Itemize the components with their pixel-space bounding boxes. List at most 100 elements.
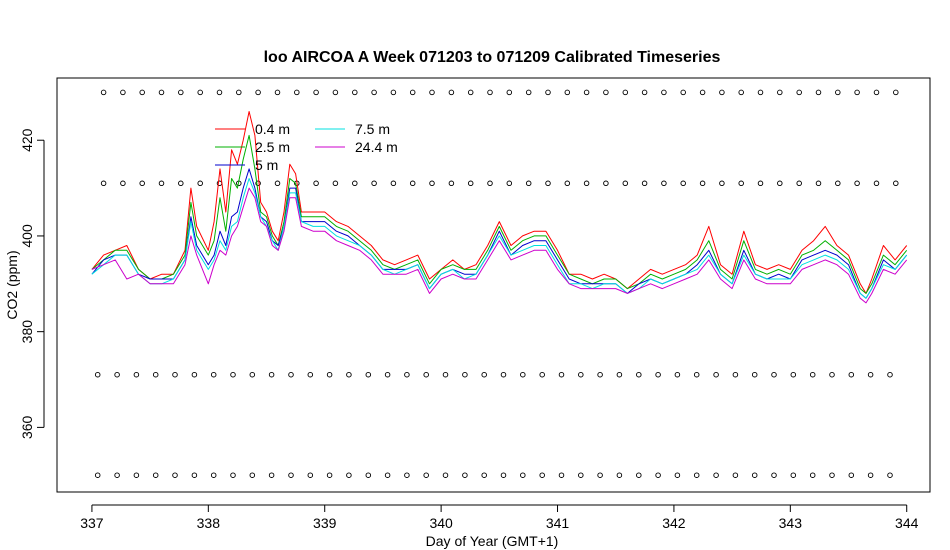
reference-marker bbox=[777, 180, 783, 187]
series-line-24-4-m bbox=[91, 187, 908, 304]
reference-marker bbox=[442, 371, 449, 378]
reference-marker bbox=[332, 89, 339, 96]
series-line-7-5-m bbox=[91, 178, 908, 299]
x-axis-label: Day of Year (GMT+1) bbox=[426, 533, 559, 549]
reference-marker bbox=[848, 371, 855, 378]
legend-label: 24.4 m bbox=[355, 139, 398, 155]
reference-marker bbox=[732, 472, 739, 478]
reference-marker bbox=[622, 89, 629, 96]
y-tick-label: 420 bbox=[19, 128, 35, 152]
reference-marker bbox=[294, 89, 300, 96]
reference-marker bbox=[249, 472, 256, 478]
reference-marker bbox=[500, 472, 507, 478]
reference-marker bbox=[545, 89, 551, 96]
reference-marker bbox=[139, 180, 145, 187]
x-tick-label: 342 bbox=[662, 515, 686, 531]
reference-marker bbox=[790, 472, 797, 478]
reference-marker bbox=[210, 472, 217, 478]
reference-marker bbox=[120, 180, 126, 187]
reference-marker bbox=[384, 371, 391, 378]
reference-marker bbox=[288, 472, 294, 478]
x-axis: 337 338 339 340 341 342 343 344 bbox=[80, 504, 919, 531]
reference-marker bbox=[771, 472, 777, 478]
reference-marker bbox=[462, 371, 468, 378]
reference-marker bbox=[481, 371, 487, 378]
reference-marker bbox=[796, 89, 802, 96]
reference-marker bbox=[738, 89, 744, 96]
reference-marker bbox=[390, 89, 397, 96]
reference-marker bbox=[326, 472, 333, 478]
reference-marker bbox=[699, 89, 706, 96]
chart-title: loo AIRCOA A Week 071203 to 071209 Calib… bbox=[264, 49, 721, 66]
reference-marker bbox=[133, 371, 140, 378]
reference-marker bbox=[583, 89, 590, 96]
reference-marker bbox=[719, 89, 725, 96]
reference-marker bbox=[887, 371, 893, 378]
reference-marker bbox=[867, 371, 874, 378]
reference-marker bbox=[487, 180, 493, 187]
reference-marker bbox=[835, 180, 841, 187]
reference-marker bbox=[423, 371, 429, 378]
reference-marker bbox=[467, 89, 474, 96]
reference-marker bbox=[423, 472, 429, 478]
reference-marker bbox=[622, 180, 629, 187]
legend-label: 2.5 m bbox=[255, 139, 290, 155]
reference-marker bbox=[197, 89, 203, 96]
reference-marker bbox=[390, 180, 397, 187]
reference-marker bbox=[332, 180, 339, 187]
reference-marker bbox=[313, 89, 319, 96]
y-tick-label: 360 bbox=[19, 415, 35, 439]
reference-marker bbox=[603, 180, 609, 187]
reference-marker bbox=[558, 472, 565, 478]
reference-marker bbox=[520, 371, 526, 378]
legend-label: 7.5 m bbox=[355, 121, 390, 137]
reference-marker bbox=[158, 180, 165, 187]
x-tick-label: 343 bbox=[779, 515, 803, 531]
reference-marker bbox=[133, 472, 140, 478]
x-tick-label: 341 bbox=[546, 515, 570, 531]
reference-marker bbox=[500, 371, 507, 378]
reference-marker bbox=[114, 371, 120, 378]
plot-frame bbox=[56, 77, 931, 493]
reference-marker bbox=[114, 472, 120, 478]
reference-marker bbox=[481, 472, 487, 478]
x-tick-label: 344 bbox=[895, 515, 919, 531]
reference-marker bbox=[757, 89, 764, 96]
reference-marker bbox=[274, 89, 281, 96]
reference-marker bbox=[597, 472, 603, 478]
reference-marker bbox=[230, 371, 236, 378]
x-tick-label: 340 bbox=[429, 515, 453, 531]
reference-marker bbox=[578, 371, 584, 378]
reference-marker bbox=[655, 371, 661, 378]
reference-marker bbox=[100, 180, 107, 187]
reference-marker bbox=[777, 89, 783, 96]
reference-marker bbox=[172, 371, 178, 378]
reference-marker bbox=[738, 180, 744, 187]
reference-marker bbox=[467, 180, 474, 187]
reference-marker bbox=[255, 180, 261, 187]
reference-marker bbox=[313, 180, 319, 187]
reference-marker bbox=[268, 472, 275, 478]
reference-marker bbox=[616, 472, 623, 478]
reference-marker bbox=[564, 89, 571, 96]
reference-marker bbox=[462, 472, 468, 478]
reference-marker bbox=[216, 89, 223, 96]
reference-marker bbox=[815, 89, 822, 96]
reference-marker bbox=[680, 89, 686, 96]
reference-marker bbox=[597, 371, 603, 378]
reference-marker bbox=[674, 472, 681, 478]
reference-markers bbox=[94, 89, 899, 478]
reference-marker bbox=[887, 472, 893, 478]
reference-marker bbox=[815, 180, 822, 187]
legend-label: 5 m bbox=[255, 157, 278, 173]
reference-marker bbox=[448, 180, 455, 187]
legend-label: 0.4 m bbox=[255, 121, 290, 137]
reference-marker bbox=[249, 371, 256, 378]
reference-marker bbox=[558, 371, 565, 378]
reference-marker bbox=[255, 89, 261, 96]
reference-marker bbox=[525, 180, 532, 187]
series-line-2-5-m bbox=[91, 134, 908, 294]
reference-marker bbox=[757, 180, 764, 187]
reference-marker bbox=[539, 371, 545, 378]
reference-marker bbox=[120, 89, 126, 96]
